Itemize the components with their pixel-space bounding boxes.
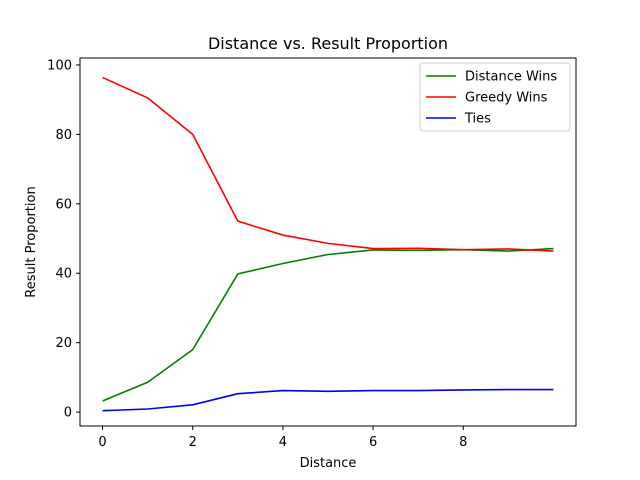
y-tick-label: 80 [55,128,72,143]
series-line-greedy-wins [102,76,554,252]
y-axis-label: Result Proportion [24,186,39,297]
y-tick-label: 60 [55,197,72,212]
legend-label-distance-wins: Distance Wins [465,70,557,85]
x-axis-ticks: 0 2 4 6 8 [98,426,467,450]
x-tick-label: 2 [189,435,197,450]
legend: Distance Wins Greedy Wins Ties [419,62,571,132]
plot-frame [79,57,577,427]
y-tick-label: 20 [55,336,72,351]
chart-title: Distance vs. Result Proportion [208,34,448,53]
y-tick-label: 40 [55,267,72,282]
y-tick-label: 0 [64,406,72,421]
legend-box [419,62,571,132]
legend-label-greedy-wins: Greedy Wins [465,91,548,106]
series-layer [102,76,554,412]
x-tick-label: 0 [98,435,106,450]
legend-label-ties: Ties [464,112,491,127]
y-axis-ticks: 0 20 40 60 80 100 [47,58,80,421]
x-tick-label: 4 [279,435,287,450]
x-axis-label: Distance [300,456,357,471]
x-tick-label: 6 [369,435,377,450]
y-tick-label: 100 [47,58,72,73]
series-line-ties [102,388,554,412]
x-tick-label: 8 [459,435,467,450]
